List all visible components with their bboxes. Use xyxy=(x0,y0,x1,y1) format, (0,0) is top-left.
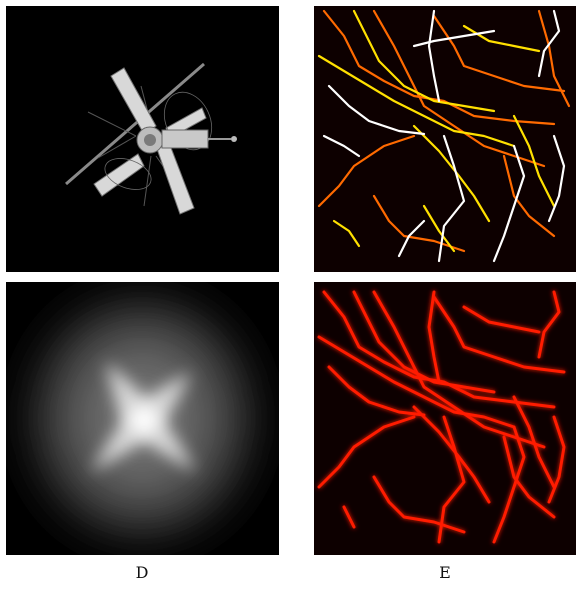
antenna-boom xyxy=(65,62,205,186)
caption-right: E xyxy=(439,563,451,582)
caption-left: D xyxy=(135,563,149,582)
orange-lines xyxy=(317,9,571,253)
yellow-lines xyxy=(317,9,556,253)
line-network-panel xyxy=(314,6,576,272)
density-star-panel xyxy=(6,282,279,555)
space-station-illustration xyxy=(65,62,237,215)
red-glow-lines xyxy=(317,290,566,544)
space-station-panel xyxy=(6,6,279,272)
colored-line-network xyxy=(317,9,571,263)
glow-network-panel xyxy=(314,282,576,555)
white-lines xyxy=(322,9,566,263)
glowing-line-network xyxy=(317,290,566,544)
blurred-star-density xyxy=(32,300,252,536)
station-module xyxy=(161,129,209,149)
docking-port xyxy=(231,136,237,142)
